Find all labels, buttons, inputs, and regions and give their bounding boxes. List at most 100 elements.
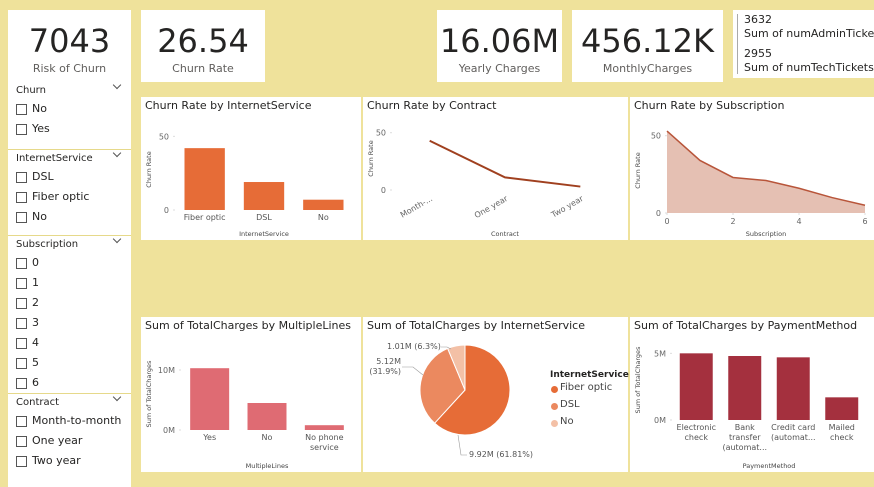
x-tick-label: No — [261, 433, 273, 442]
x-tick-label: 0 — [664, 217, 669, 226]
chart-panel: Churn Rate by Contract 0 50 Churn Rate Contr… — [363, 97, 628, 240]
x-tick-label: Yes — [203, 433, 217, 442]
chart-title: Sum of TotalCharges by MultipleLines — [145, 319, 351, 332]
slicer-option[interactable]: Fiber optic — [16, 190, 128, 206]
data-label: 5.12M (31.9%) — [369, 357, 401, 376]
kpi-value: 456.12K — [581, 22, 714, 60]
x-tick-label: No phone service — [305, 433, 344, 452]
pie-slice — [419, 347, 466, 424]
pie-slice — [433, 344, 511, 436]
slicer-option[interactable]: No — [16, 210, 128, 226]
y-axis-title: Churn Rate — [367, 140, 375, 176]
bar — [728, 356, 762, 420]
chart: 0 50 Churn Rate Subscription 0 2 4 6 — [634, 130, 868, 238]
slicer-option[interactable]: 3 — [16, 316, 128, 332]
checkbox[interactable] — [16, 318, 27, 329]
chart: 0M 10M Sum of TotalCharges MultipleLines — [145, 360, 344, 470]
card-row-value: 3632 — [744, 13, 772, 26]
slicer-option[interactable]: Month-to-month — [16, 414, 128, 430]
legend-label: Fiber optic — [560, 382, 613, 393]
data-label: 9.92M (61.81%) — [469, 450, 534, 459]
slicer-option[interactable]: Yes — [16, 122, 128, 138]
checkbox[interactable] — [16, 278, 27, 289]
chart: 0 50 Churn Rate InternetService — [145, 132, 344, 238]
option-label: 2 — [32, 296, 39, 309]
option-label: 5 — [32, 356, 39, 369]
x-tick-label: Fiber optic — [183, 213, 226, 222]
slicer-option[interactable]: 4 — [16, 336, 128, 352]
data-label: 1.01M (6.3%) — [387, 342, 441, 351]
filter-pane: Churn No Yes InternetService DSL Fiber optic N… — [8, 80, 131, 487]
x-tick-label: 4 — [796, 217, 801, 226]
kpi-label: Risk of Churn — [32, 62, 107, 75]
slicer-option[interactable]: 0 — [16, 256, 128, 272]
y-tick-label: 10M — [158, 366, 175, 375]
slicer-divider — [8, 393, 131, 394]
slicer-option[interactable]: DSL — [16, 170, 128, 186]
bar — [776, 357, 810, 420]
kpi-label: Churn Rate — [172, 62, 234, 75]
checkbox[interactable] — [16, 258, 27, 269]
kpi-card: 16.06M Yearly Charges — [437, 10, 562, 82]
slicer-option[interactable]: 5 — [16, 356, 128, 372]
area-fill — [667, 131, 865, 213]
x-axis-title: MultipleLines — [246, 462, 289, 470]
area-line — [666, 130, 866, 207]
kpi-value: 26.54 — [157, 22, 249, 60]
option-label: 4 — [32, 336, 39, 349]
checkbox[interactable] — [16, 416, 27, 427]
y-tick-label: 0 — [164, 206, 169, 215]
option-label: DSL — [32, 170, 54, 183]
x-tick-label: 6 — [862, 217, 867, 226]
checkbox[interactable] — [16, 456, 27, 467]
slicer-option[interactable]: 1 — [16, 276, 128, 292]
option-label: 6 — [32, 376, 39, 389]
checkbox[interactable] — [16, 436, 27, 447]
y-axis-title: Churn Rate — [145, 151, 153, 187]
card-row-value: 2955 — [744, 47, 772, 60]
slicer-option[interactable]: Two year — [16, 454, 128, 470]
leader-line — [441, 346, 452, 350]
checkbox[interactable] — [16, 358, 27, 369]
slicer-option[interactable]: No — [16, 102, 128, 118]
checkbox[interactable] — [16, 172, 27, 183]
checkbox[interactable] — [16, 124, 27, 135]
x-axis-title: Subscription — [746, 230, 786, 238]
kpi-label: Yearly Charges — [458, 62, 541, 75]
slicer-option[interactable]: One year — [16, 434, 128, 450]
chart-title: Churn Rate by InternetService — [145, 99, 312, 112]
option-label: Month-to-month — [32, 414, 122, 427]
legend-marker — [551, 386, 558, 393]
option-label: Yes — [32, 122, 50, 135]
checkbox[interactable] — [16, 192, 27, 203]
slicer-option[interactable]: 2 — [16, 296, 128, 312]
leader-line — [402, 366, 424, 376]
x-tick-label: Bank transfer (automat... — [722, 423, 768, 452]
kpi-value: 16.06M — [439, 22, 560, 60]
slicer-option[interactable]: 6 — [16, 376, 128, 392]
checkbox[interactable] — [16, 338, 27, 349]
y-tick-label: 50 — [376, 129, 386, 138]
chart-title: Sum of TotalCharges by PaymentMethod — [634, 319, 858, 332]
checkbox[interactable] — [16, 378, 27, 389]
option-label: 3 — [32, 316, 39, 329]
checkbox[interactable] — [16, 104, 27, 115]
slicer-title: Subscription — [16, 239, 79, 250]
legend-marker — [551, 403, 558, 410]
chart-panel: Sum of TotalCharges by PaymentMethod 0M 5M… — [630, 317, 874, 472]
checkbox[interactable] — [16, 298, 27, 309]
chart-title: Sum of TotalCharges by InternetService — [367, 319, 585, 332]
slicer-title: Contract — [16, 397, 60, 408]
card-row-label: Sum of numTechTickets — [744, 61, 874, 74]
checkbox[interactable] — [16, 212, 27, 223]
line — [429, 139, 581, 188]
kpi-card: 26.54 Churn Rate — [141, 10, 265, 82]
bar — [679, 353, 713, 420]
kpi-card: 7043 Risk of Churn — [8, 10, 131, 85]
bar — [825, 397, 859, 420]
y-axis-title: Sum of TotalCharges — [634, 346, 642, 413]
option-label: One year — [32, 434, 83, 447]
pie-slice — [447, 344, 466, 391]
slicer-title: InternetService — [16, 153, 93, 164]
